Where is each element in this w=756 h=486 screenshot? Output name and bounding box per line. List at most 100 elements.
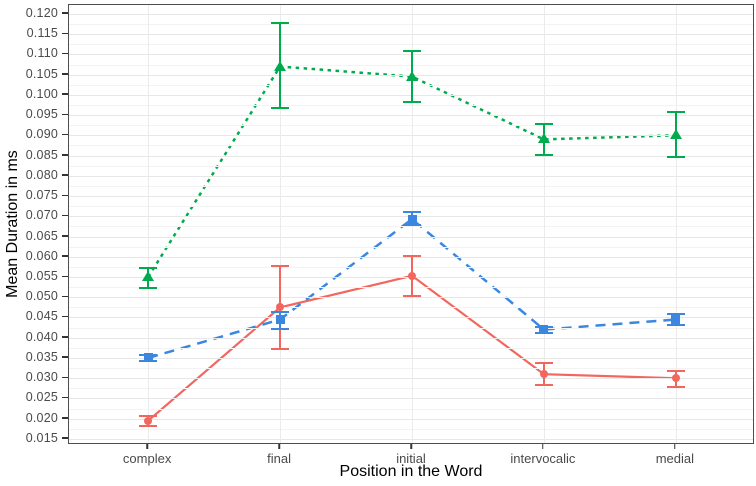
error-bar-cap-top: [271, 311, 290, 314]
marker-circle: [671, 374, 680, 383]
x-tick-label-initial: initial: [396, 451, 426, 466]
gridline-horizontal-major: [69, 297, 753, 299]
gridline-horizontal-minor: [69, 165, 753, 167]
marker-square: [539, 325, 549, 335]
gridline-horizontal-major: [69, 155, 753, 157]
error-bar-cap-top: [271, 264, 290, 267]
y-axis-tick: [62, 32, 68, 35]
error-bar-cap-bottom: [271, 107, 290, 110]
y-tick-label: 0.065: [25, 228, 58, 243]
x-tick-label-intervocalic: intervocalic: [510, 451, 576, 466]
y-axis-tick: [62, 437, 68, 439]
error-bar-cap-bottom: [271, 327, 290, 330]
y-axis-tick: [62, 154, 68, 156]
y-tick-label: 0.035: [25, 349, 58, 364]
marker-square: [407, 214, 417, 224]
series-line-green-dotted-triangle: [147, 65, 676, 278]
error-bar-cap-top: [666, 370, 685, 373]
gridline-horizontal-major: [69, 317, 753, 319]
y-axis-tick: [62, 174, 68, 176]
error-bar-cap-bottom: [403, 224, 421, 227]
gridline-vertical-major: [148, 5, 150, 443]
gridline-horizontal-minor: [69, 388, 753, 390]
x-axis-tick: [410, 444, 412, 449]
gridline-horizontal-minor: [69, 145, 753, 147]
y-tick-label: 0.020: [25, 410, 58, 425]
gridline-horizontal-major: [69, 115, 753, 117]
y-axis-tick: [62, 356, 68, 358]
y-axis-tick: [62, 52, 68, 55]
marker-triangle: [537, 133, 550, 144]
x-axis-tick: [542, 444, 544, 449]
error-bar-cap-top: [403, 50, 421, 53]
y-tick-label: 0.050: [25, 289, 58, 304]
gridline-horizontal-minor: [69, 185, 753, 187]
y-axis-tick: [62, 336, 68, 338]
x-axis-tick: [146, 444, 148, 449]
y-tick-label: 0.040: [25, 329, 58, 344]
marker-triangle: [406, 70, 418, 81]
error-bar-cap-top: [666, 313, 685, 316]
error-bar-cap-top: [271, 22, 290, 24]
gridline-horizontal-major: [69, 175, 753, 177]
y-axis-tick: [62, 194, 68, 197]
gridline-horizontal-minor: [69, 347, 753, 349]
y-tick-label: 0.110: [26, 46, 58, 61]
x-tick-label-medial: medial: [655, 451, 694, 466]
gridline-horizontal-minor: [69, 44, 753, 46]
marker-square: [275, 315, 285, 325]
gridline-vertical-major: [675, 5, 677, 443]
y-axis-tick: [62, 295, 68, 298]
gridline-horizontal-major: [69, 357, 753, 359]
plot-panel: [68, 4, 754, 444]
x-tick-label-final: final: [267, 451, 291, 466]
y-tick-label: 0.105: [25, 66, 58, 81]
y-tick-label: 0.120: [25, 5, 58, 20]
marker-square: [671, 315, 681, 325]
error-bar-cap-top: [534, 123, 553, 126]
x-axis-tick: [278, 444, 280, 449]
error-bar-cap-bottom: [139, 424, 158, 427]
error-bar-cap-top: [403, 254, 421, 257]
y-axis-tick: [62, 133, 68, 136]
gridline-horizontal-major: [69, 34, 753, 36]
gridline-horizontal-minor: [69, 125, 753, 127]
y-tick-label: 0.055: [25, 269, 58, 283]
y-axis-tick: [62, 235, 68, 237]
y-axis-tick: [62, 93, 68, 95]
y-axis-tick: [62, 417, 68, 419]
gridline-horizontal-major: [69, 236, 753, 238]
y-tick-label: 0.090: [25, 127, 58, 142]
gridline-horizontal-major: [69, 337, 753, 339]
x-axis-title: Position in the Word: [339, 463, 483, 480]
error-bar-cap-top: [666, 111, 685, 114]
gridline-horizontal-major: [69, 13, 753, 15]
gridline-vertical-major: [543, 5, 545, 443]
gridline-horizontal-minor: [69, 24, 753, 26]
y-tick-label: 0.025: [25, 390, 58, 405]
series-line-blue-dashed-square: [147, 217, 676, 360]
error-bar-cap-bottom: [403, 295, 421, 298]
error-bar-cap-bottom: [534, 384, 553, 387]
gridline-horizontal-major: [69, 378, 753, 380]
error-bar-cap-bottom: [403, 100, 421, 103]
y-axis-tick: [62, 12, 68, 14]
gridline-horizontal-minor: [69, 368, 753, 370]
y-axis-tick: [62, 315, 68, 318]
y-axis-tick: [62, 214, 68, 217]
error-bar-cap-bottom: [666, 323, 685, 326]
marker-square: [143, 353, 153, 363]
y-tick-label: 0.080: [25, 167, 58, 182]
gridline-horizontal-major: [69, 196, 753, 198]
y-tick-label: 0.100: [25, 86, 58, 101]
gridline-horizontal-major: [69, 438, 753, 440]
gridline-horizontal-minor: [69, 327, 753, 329]
y-axis-tick: [62, 255, 68, 257]
error-bar-cap-bottom: [139, 287, 158, 290]
gridline-horizontal-minor: [69, 428, 753, 430]
marker-circle: [144, 416, 153, 425]
y-axis-tick: [62, 376, 68, 379]
y-tick-label: 0.045: [25, 309, 58, 324]
marker-circle: [276, 303, 285, 312]
